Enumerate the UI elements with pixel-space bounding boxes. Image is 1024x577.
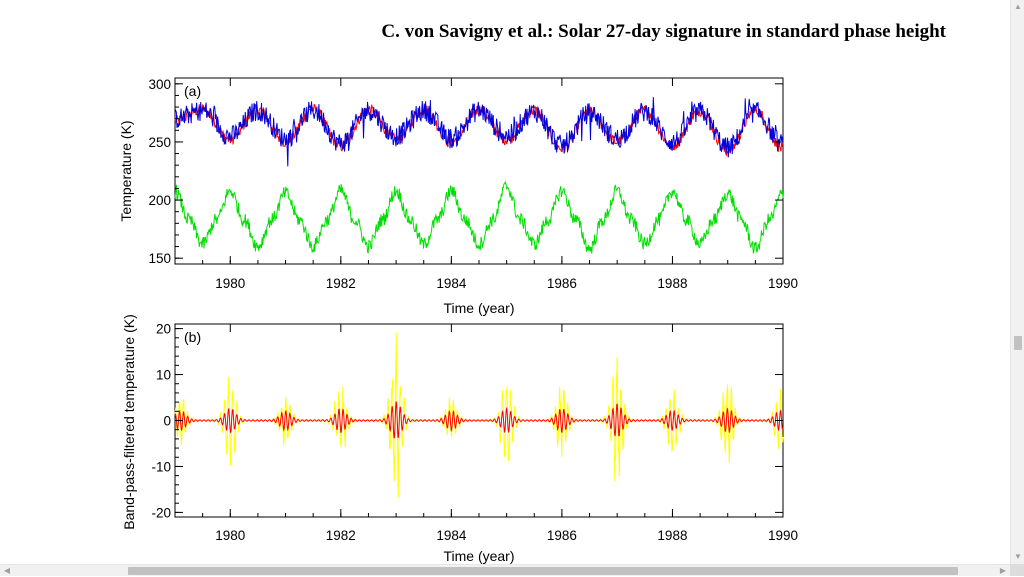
panel-b-xtick-label: 1984 bbox=[436, 528, 467, 543]
triangle-right-icon[interactable]: ▶ bbox=[999, 566, 1007, 575]
panel-b-ytick-label: -20 bbox=[151, 505, 171, 520]
panel-b-ylabel: Band-pass-filtered temperature (K) bbox=[121, 314, 137, 530]
panel-b-ytick-label: 20 bbox=[156, 322, 171, 337]
panel-a-ytick-label: 150 bbox=[148, 251, 171, 266]
panel-b-ytick-label: -10 bbox=[151, 459, 171, 474]
scrollbar-corner bbox=[1010, 564, 1024, 576]
panel-a-axes: 1980 1982 1984 1986 1988 1990 150 200 250 300 bbox=[148, 77, 798, 291]
triangle-up-icon[interactable]: ▲ bbox=[1014, 2, 1022, 11]
panel-b-label: (b) bbox=[184, 329, 201, 345]
page: C. von Savigny et al.: Solar 27-day sign… bbox=[118, 21, 946, 564]
panel-a-ytick-label: 300 bbox=[148, 77, 171, 92]
horizontal-scroll-thumb[interactable] bbox=[128, 567, 958, 575]
panel-b-axes: 1980 1982 1984 1986 1988 1990 -20 -10 0 10 20 bbox=[151, 322, 798, 543]
panel-a-xtick-label: 1988 bbox=[657, 276, 687, 291]
horizontal-scrollbar[interactable]: ◀ ▶ bbox=[0, 564, 1010, 576]
panel-a-series bbox=[174, 97, 784, 254]
panel-b-xtick-label: 1980 bbox=[215, 528, 245, 543]
panel-a-xtick-label: 1990 bbox=[768, 276, 798, 291]
panel-a-xtick-label: 1984 bbox=[436, 276, 467, 291]
panel-b-xtick-label: 1986 bbox=[547, 528, 577, 543]
panel-a-series-blue bbox=[174, 97, 784, 167]
panel-a-xtick-label: 1982 bbox=[326, 276, 356, 291]
triangle-down-icon[interactable]: ▼ bbox=[1014, 552, 1022, 561]
panel-a-series-green bbox=[174, 180, 784, 254]
panel-b-xtick-label: 1990 bbox=[768, 528, 798, 543]
panel-b-xtick-label: 1982 bbox=[326, 528, 356, 543]
panel-a: 1980 1982 1984 1986 1988 1990 150 200 250 300 (a)… bbox=[118, 77, 798, 316]
panel-a-label: (a) bbox=[184, 83, 201, 99]
panel-b-xtick-label: 1988 bbox=[657, 528, 687, 543]
paper-header: C. von Savigny et al.: Solar 27-day sign… bbox=[381, 21, 946, 42]
panel-b-ytick-label: 10 bbox=[156, 368, 171, 383]
vertical-scrollbar[interactable]: ▲ ▼ bbox=[1010, 0, 1024, 564]
panel-b-series-red bbox=[174, 401, 784, 439]
triangle-left-icon[interactable]: ◀ bbox=[3, 566, 11, 575]
panel-b-series bbox=[174, 332, 784, 498]
panel-b-ytick-label: 0 bbox=[163, 414, 171, 429]
panel-a-ytick-label: 200 bbox=[148, 193, 171, 208]
panel-a-ytick-label: 250 bbox=[148, 135, 171, 150]
panel-a-xtick-label: 1986 bbox=[547, 276, 577, 291]
vertical-scroll-thumb[interactable] bbox=[1014, 336, 1022, 350]
panel-a-ylabel: Temperature (K) bbox=[118, 120, 134, 221]
panel-a-xlabel: Time (year) bbox=[443, 300, 514, 316]
panel-a-xtick-label: 1980 bbox=[215, 276, 245, 291]
panel-b-xlabel: Time (year) bbox=[443, 548, 514, 564]
panel-b-series-yellow bbox=[174, 332, 784, 498]
